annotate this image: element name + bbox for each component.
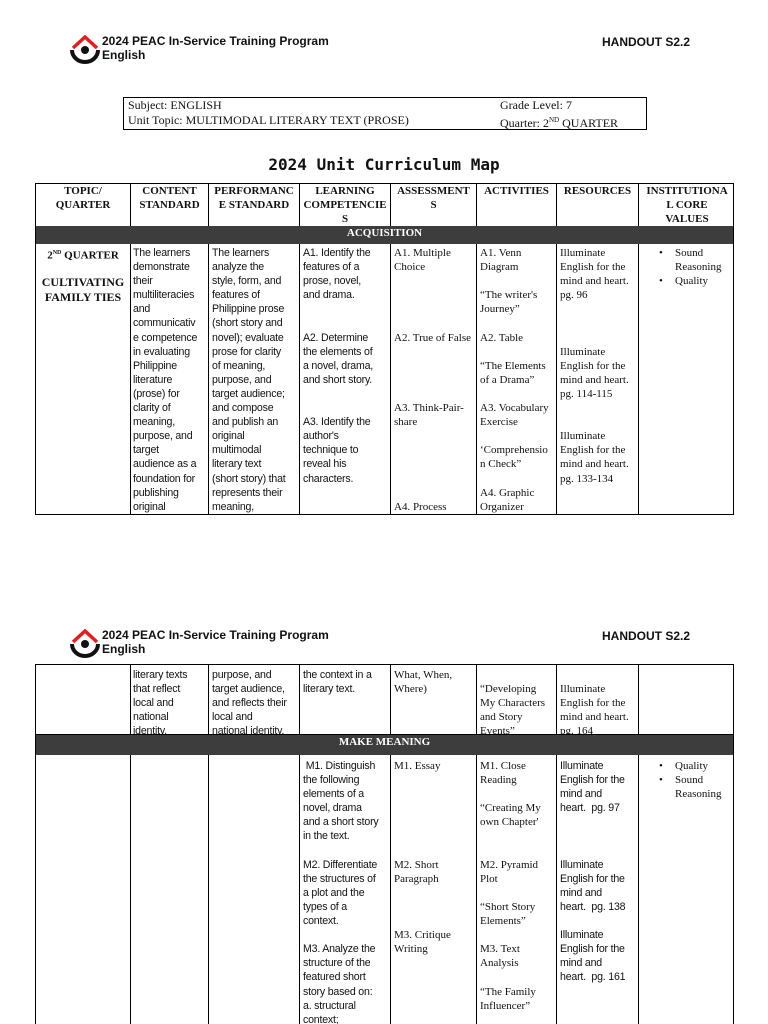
core-values-list: Quality Sound Reasoning [651, 759, 735, 801]
resources: Illuminate English for the mind and hear… [560, 683, 629, 738]
grade-level: Grade Level: 7 [500, 98, 572, 112]
learning-competencies: the context in a literary text. [303, 669, 372, 696]
content-standard: literary texts that reflect local and na… [133, 669, 188, 738]
core-value-item: Sound Reasoning [651, 246, 735, 274]
quarter-label: 2ND QUARTER [47, 249, 119, 262]
section-band-make-meaning: MAKE MEANING [36, 735, 733, 755]
column-header: ACTIVITIES [484, 185, 549, 197]
curriculum-table-continued: literary texts that reflect local and na… [35, 664, 734, 1024]
curriculum-table: TOPIC/ QUARTER CONTENT STANDARD PERFORMA… [35, 183, 734, 515]
assessments: A1. Multiple Choice A2. True of False A3… [394, 247, 472, 513]
content-standard: The learners demonstrate their multilite… [133, 247, 198, 513]
column-header: LEARNING COMPETENCIE S [303, 185, 387, 225]
learning-competencies: M1. Distinguish the following elements o… [303, 760, 379, 1024]
assessments: M1. Essay M2. Short Paragraph M3. Critiq… [394, 760, 451, 956]
column-header: CONTENT STANDARD [139, 185, 200, 211]
core-value-item: Quality [651, 759, 735, 773]
column-header: INSTITUTIONA L CORE VALUES [646, 185, 728, 225]
learning-competencies: A1. Identify the features of a prose, no… [303, 247, 374, 485]
performance-standard: purpose, and target audience, and reflec… [212, 669, 287, 738]
performance-standard: The learners analyze the style, form, an… [212, 247, 286, 513]
column-header: TOPIC/ QUARTER [55, 185, 111, 211]
column-header: ASSESSMENT S [397, 185, 470, 211]
page-title: 2024 Unit Curriculum Map [268, 155, 500, 174]
activities: A1. Venn Diagram “The writer's Journey” … [480, 247, 549, 513]
resources: Illuminate English for the mind and hear… [560, 760, 626, 984]
core-value-item: Sound Reasoning [651, 773, 735, 801]
page-header: 2024 PEAC In-Service Training Program Eng… [70, 34, 690, 75]
program-title: 2024 PEAC In-Service Training Program Eng… [102, 34, 329, 62]
resources: Illuminate English for the mind and hear… [560, 247, 629, 485]
handout-label: HANDOUT S2.2 [601, 35, 690, 49]
handout-label: HANDOUT S2.2 [601, 629, 690, 643]
column-header: RESOURCES [563, 185, 632, 197]
subject-box: Subject: ENGLISH Unit Topic: MULTIMODAL … [123, 97, 647, 130]
topic-label: CULTIVATING FAMILY TIES [41, 275, 125, 304]
column-header: PERFORMANC E STANDARD [214, 185, 294, 211]
core-value-item: Quality [651, 274, 735, 288]
activities: “Developing My Characters and Story Even… [480, 683, 546, 738]
peac-logo-icon [70, 35, 100, 64]
assessments: What, When, Where) [394, 669, 453, 696]
page-header-2: 2024 PEAC In-Service Training Program Eng… [70, 628, 690, 669]
subject: Subject: ENGLISH [128, 98, 222, 112]
core-values-list: Sound Reasoning Quality [651, 246, 735, 288]
peac-logo-icon [70, 629, 100, 658]
unit-topic: Unit Topic: MULTIMODAL LITERARY TEXT (PR… [128, 113, 409, 127]
section-band-acquisition: ACQUISITION [36, 226, 733, 244]
activities: M1. Close Reading “Creating My own Chapt… [480, 760, 541, 1012]
quarter: Quarter: 2ND QUARTER [500, 116, 619, 130]
program-title: 2024 PEAC In-Service Training Program Eng… [102, 628, 329, 656]
